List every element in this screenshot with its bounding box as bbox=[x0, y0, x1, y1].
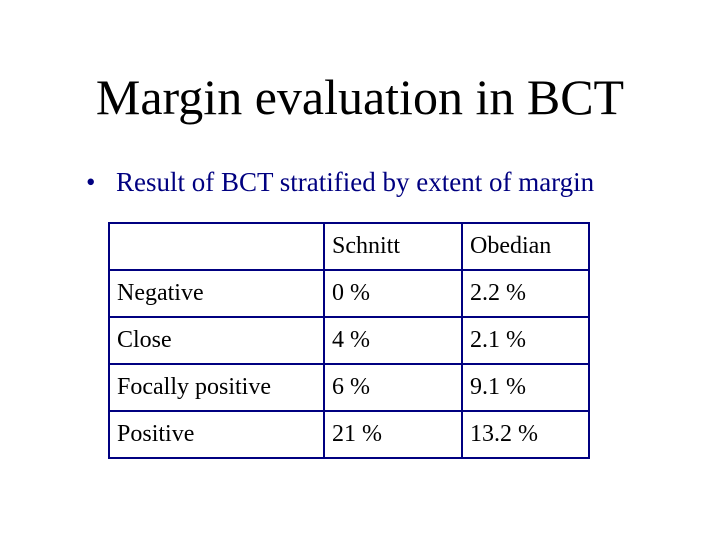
table-cell: 2.2 % bbox=[461, 269, 590, 318]
table-cell: 4 % bbox=[323, 316, 463, 365]
table-cell: 6 % bbox=[323, 363, 463, 412]
table-cell: 13.2 % bbox=[461, 410, 590, 459]
header-cell: Obedian bbox=[461, 222, 590, 271]
header-cell bbox=[108, 222, 325, 271]
slide-title: Margin evaluation in BCT bbox=[95, 69, 625, 125]
table-row: Positive 21 % 13.2 % bbox=[108, 410, 590, 459]
row-label: Focally positive bbox=[108, 363, 325, 412]
table-cell: 2.1 % bbox=[461, 316, 590, 365]
table-cell: 9.1 % bbox=[461, 363, 590, 412]
bullet-text: Result of BCT stratified by extent of ma… bbox=[116, 167, 595, 197]
row-label: Close bbox=[108, 316, 325, 365]
row-label: Positive bbox=[108, 410, 325, 459]
results-table: Schnitt Obedian Negative 0 % 2.2 % Close 4 %… bbox=[108, 222, 590, 459]
table-row: Focally positive 6 % 9.1 % bbox=[108, 363, 590, 412]
header-row: Schnitt Obedian bbox=[108, 222, 590, 271]
bullet-item: • Result of BCT stratified by extent of m… bbox=[86, 164, 594, 200]
bullet-dot: • bbox=[86, 167, 96, 197]
table-cell: 21 % bbox=[323, 410, 463, 459]
row-label: Negative bbox=[108, 269, 325, 318]
table-row: Negative 0 % 2.2 % bbox=[108, 269, 590, 318]
table-row: Close 4 % 2.1 % bbox=[108, 316, 590, 365]
table-cell: 0 % bbox=[323, 269, 463, 318]
header-cell: Schnitt bbox=[323, 222, 463, 271]
